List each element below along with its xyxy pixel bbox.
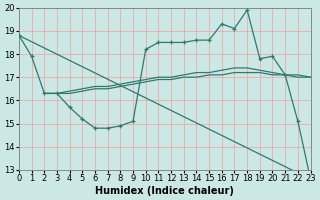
X-axis label: Humidex (Indice chaleur): Humidex (Indice chaleur): [95, 186, 234, 196]
